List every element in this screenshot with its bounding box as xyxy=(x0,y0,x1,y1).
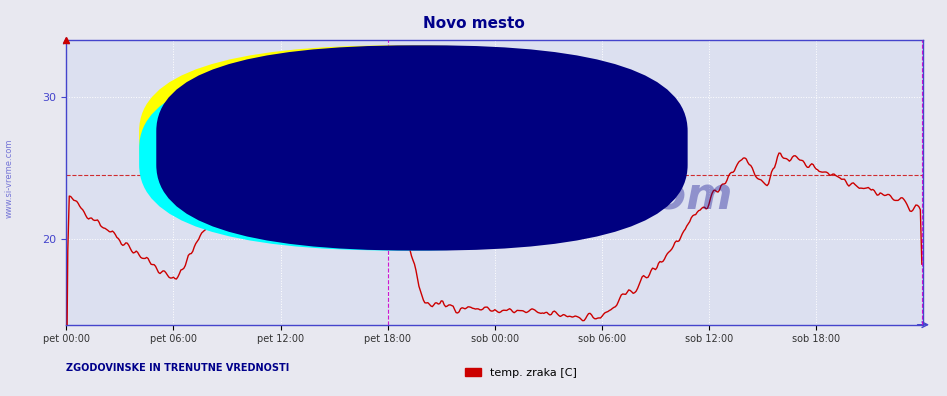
Text: www.si-vreme.com: www.si-vreme.com xyxy=(5,139,14,218)
FancyBboxPatch shape xyxy=(156,45,688,251)
Legend: temp. zraka [C]: temp. zraka [C] xyxy=(460,364,581,383)
FancyBboxPatch shape xyxy=(139,63,670,251)
FancyBboxPatch shape xyxy=(139,45,670,234)
Text: www.si-vreme.com: www.si-vreme.com xyxy=(257,175,733,218)
Text: Novo mesto: Novo mesto xyxy=(422,16,525,31)
Text: ZGODOVINSKE IN TRENUTNE VREDNOSTI: ZGODOVINSKE IN TRENUTNE VREDNOSTI xyxy=(66,363,290,373)
